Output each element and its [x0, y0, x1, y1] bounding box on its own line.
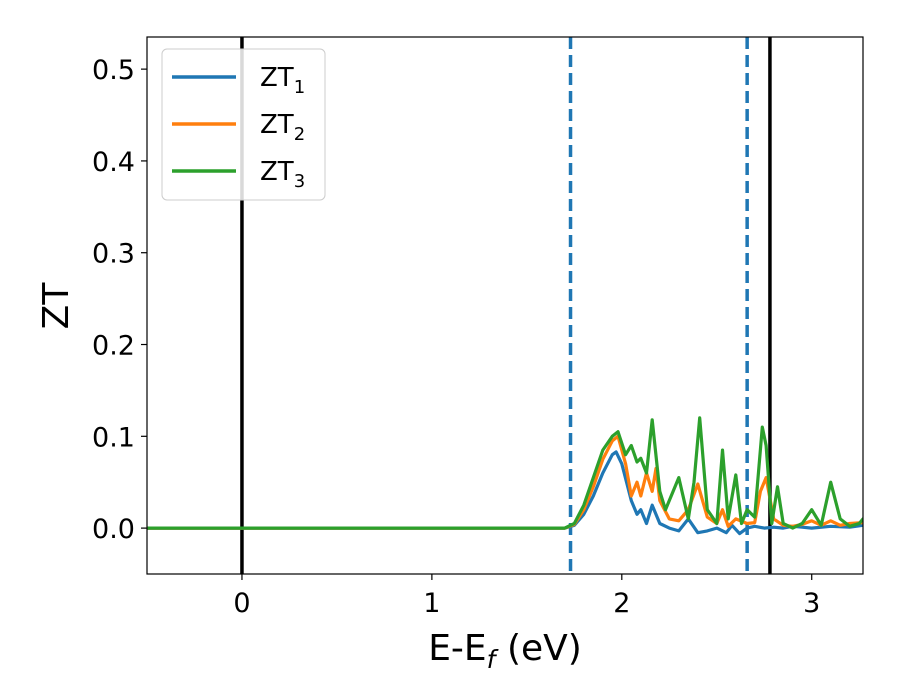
- legend-label-3: ZT3: [260, 157, 305, 192]
- legend-frame: [161, 48, 326, 201]
- series-line-3: [147, 416, 863, 530]
- y-axis-ticks: 0.0 0.1 0.2 0.3 0.4 0.5: [92, 55, 147, 545]
- series-lines: [147, 416, 863, 536]
- x-tick-label: 0: [233, 588, 250, 619]
- plot-frame: [146, 36, 864, 575]
- y-axis-title: ZT: [36, 282, 77, 330]
- y-tick-label: 0.1: [92, 422, 135, 453]
- legend-label-subscript: 1: [294, 77, 305, 98]
- legend-label-subscript: 3: [294, 171, 305, 192]
- y-tick-label: 0.0: [92, 514, 135, 545]
- legend-label-main: ZT: [260, 63, 294, 93]
- legend-label-1: ZT1: [260, 63, 305, 98]
- y-tick-label: 0.5: [92, 55, 135, 86]
- y-tick-label: 0.3: [92, 239, 135, 270]
- legend-label-subscript: 2: [294, 124, 305, 145]
- y-tick-label: 0.4: [92, 147, 135, 178]
- y-tick-label: 0.2: [92, 331, 135, 362]
- series-line-1: [147, 450, 863, 536]
- legend-label-main: ZT: [260, 157, 294, 187]
- legend-label-2: ZT2: [260, 110, 305, 145]
- x-axis-ticks: 0 1 2 3: [233, 574, 820, 619]
- legend-label-main: ZT: [260, 110, 294, 140]
- x-axis-title: E-Ef (eV): [428, 628, 582, 674]
- x-tick-label: 1: [423, 588, 440, 619]
- x-tick-label: 3: [803, 588, 820, 619]
- x-tick-label: 2: [613, 588, 630, 619]
